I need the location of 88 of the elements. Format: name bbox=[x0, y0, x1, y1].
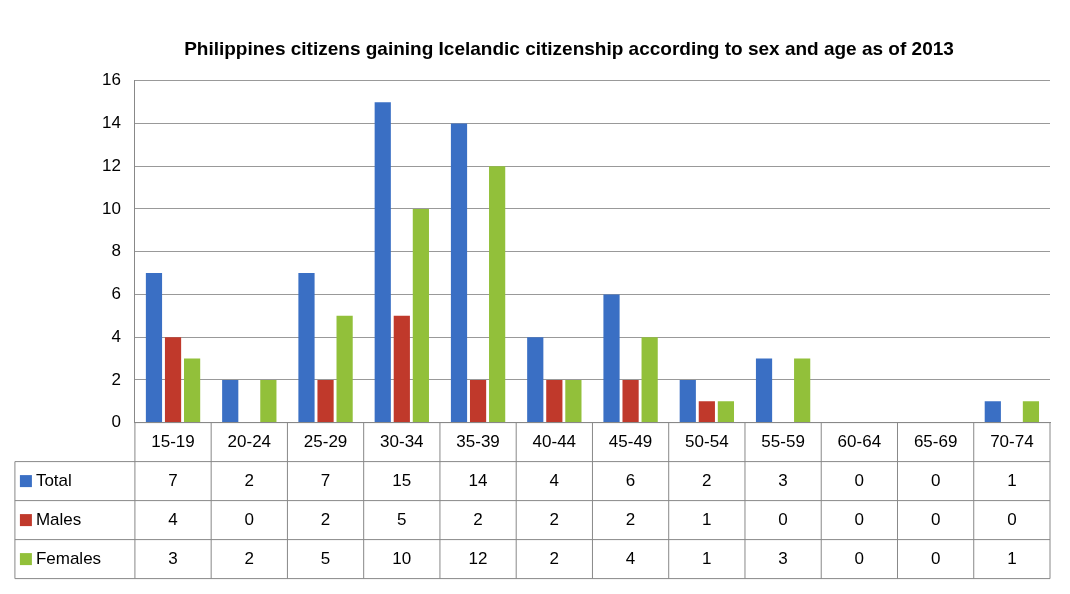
bar bbox=[164, 337, 182, 423]
y-tick-label: 12 bbox=[101, 155, 121, 175]
data-label: 2 bbox=[473, 509, 483, 529]
y-tick-label: 14 bbox=[101, 113, 121, 133]
data-label: 0 bbox=[778, 509, 788, 529]
data-label: 3 bbox=[778, 548, 788, 568]
x-tick-label: 40-44 bbox=[532, 432, 577, 452]
x-tick-label: 20-24 bbox=[227, 432, 272, 452]
data-label: 0 bbox=[244, 509, 255, 529]
data-label: 0 bbox=[854, 548, 865, 568]
bar bbox=[755, 358, 773, 423]
data-label: 15 bbox=[392, 470, 412, 490]
bar bbox=[546, 379, 563, 423]
data-label: 1 bbox=[702, 509, 712, 529]
x-tick-label: 45-49 bbox=[608, 432, 653, 452]
x-tick-label: 60-64 bbox=[837, 432, 882, 452]
x-tick-label: 30-34 bbox=[380, 432, 424, 452]
data-label: 0 bbox=[1007, 509, 1017, 529]
y-tick-label: 8 bbox=[111, 241, 121, 261]
data-label: 14 bbox=[468, 470, 488, 490]
data-label: 2 bbox=[702, 470, 712, 490]
data-label: 0 bbox=[930, 548, 941, 568]
bar bbox=[679, 379, 696, 423]
data-label: 7 bbox=[168, 470, 178, 490]
bar bbox=[794, 358, 811, 423]
data-label: 0 bbox=[930, 509, 941, 529]
legend-label: Males bbox=[35, 509, 82, 529]
bar bbox=[222, 379, 239, 423]
data-label: 10 bbox=[392, 548, 412, 568]
bar bbox=[450, 123, 468, 423]
x-tick-label: 70-74 bbox=[990, 432, 1034, 452]
bar bbox=[298, 273, 315, 423]
data-label: 2 bbox=[625, 509, 636, 529]
data-label: 5 bbox=[397, 509, 407, 529]
bar bbox=[393, 315, 410, 423]
data-label: 12 bbox=[468, 548, 488, 568]
y-tick-label: 10 bbox=[101, 198, 121, 218]
data-label: 1 bbox=[1007, 548, 1017, 568]
data-label: 2 bbox=[244, 470, 255, 490]
data-label: 5 bbox=[320, 548, 331, 568]
bar bbox=[469, 379, 487, 423]
chart-title: Philippines citizens gaining Icelandic citizenship according to sex and age as of 2013 bbox=[184, 37, 954, 59]
data-label: 3 bbox=[778, 470, 788, 490]
bar bbox=[184, 358, 201, 423]
bar bbox=[412, 208, 429, 423]
bar bbox=[984, 401, 1001, 423]
data-label: 0 bbox=[854, 509, 865, 529]
bar bbox=[603, 294, 620, 423]
bar bbox=[565, 379, 582, 423]
x-tick-label: 25-29 bbox=[303, 432, 348, 452]
bar bbox=[1022, 401, 1040, 423]
y-tick-label: 2 bbox=[111, 369, 121, 389]
bar bbox=[717, 401, 735, 423]
bar bbox=[260, 379, 277, 423]
data-label: 1 bbox=[1007, 470, 1017, 490]
data-label: 2 bbox=[244, 548, 255, 568]
data-label: 1 bbox=[702, 548, 712, 568]
x-tick-label: 55-59 bbox=[761, 432, 805, 452]
legend-label: Females bbox=[35, 548, 102, 568]
data-label: 2 bbox=[549, 548, 560, 568]
bar bbox=[527, 337, 544, 423]
data-label: 2 bbox=[320, 509, 331, 529]
legend-label: Total bbox=[35, 470, 72, 490]
data-label: 4 bbox=[625, 548, 636, 568]
y-tick-label: 6 bbox=[111, 284, 121, 304]
data-label: 3 bbox=[168, 548, 178, 568]
y-tick-label: 16 bbox=[101, 70, 121, 90]
data-label: 6 bbox=[625, 470, 636, 490]
bar bbox=[641, 337, 658, 423]
y-tick-label: 4 bbox=[111, 326, 121, 346]
data-label: 0 bbox=[930, 470, 941, 490]
data-label: 0 bbox=[854, 470, 865, 490]
y-tick-label: 0 bbox=[111, 412, 121, 432]
bar bbox=[489, 166, 506, 423]
data-label: 4 bbox=[168, 509, 178, 529]
bar bbox=[317, 379, 334, 423]
x-tick-label: 50-54 bbox=[685, 432, 729, 452]
bar bbox=[145, 273, 163, 423]
x-tick-label: 35-39 bbox=[456, 432, 500, 452]
data-label: 7 bbox=[320, 470, 331, 490]
data-label: 4 bbox=[549, 470, 560, 490]
x-tick-label: 65-69 bbox=[913, 432, 958, 452]
bar bbox=[698, 401, 715, 423]
bar bbox=[374, 102, 391, 423]
bar bbox=[622, 379, 639, 423]
data-label: 2 bbox=[549, 509, 560, 529]
x-tick-label: 15-19 bbox=[151, 432, 195, 452]
bar bbox=[336, 315, 353, 423]
